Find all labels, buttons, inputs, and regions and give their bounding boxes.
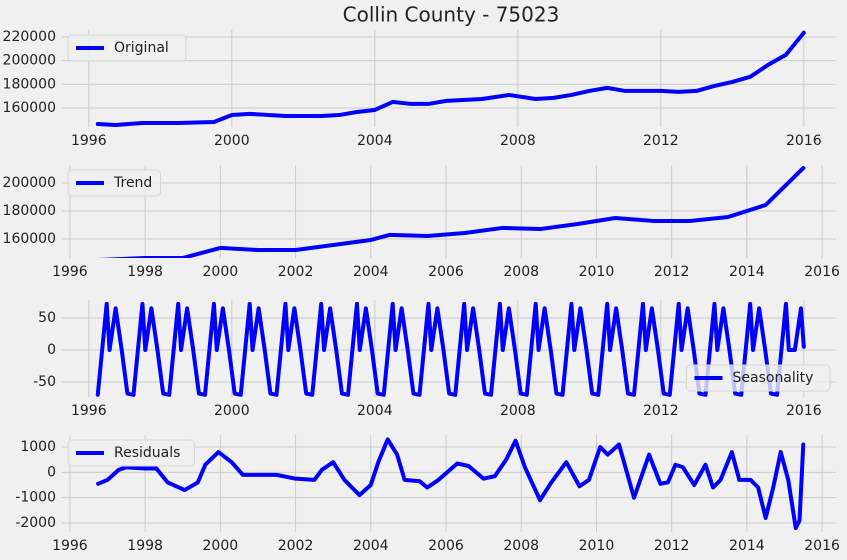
subplot: 160000 180000 200000 1996 1998 2000 2002 2004 20… [3, 165, 840, 280]
legend: Trend [67, 169, 161, 197]
x-tick-label: 1996 [71, 133, 107, 149]
plot-area [96, 437, 806, 531]
plot-area [95, 301, 806, 397]
subplot: 160000 180000 200000 220000 1996 2000 2004 2008… [3, 29, 836, 149]
y-tick-label: 220000 [3, 29, 56, 45]
chart-title: Collin County - 75023 [343, 3, 560, 27]
x-tick-label: 1998 [127, 264, 163, 280]
x-tick-label: 2004 [353, 538, 389, 554]
x-tick-label: 2010 [579, 264, 615, 280]
legend-label: Residuals [114, 445, 180, 461]
x-tick-label: 2006 [428, 538, 464, 554]
x-tick-label: 2008 [500, 133, 536, 149]
y-tick-label: 180000 [3, 76, 56, 92]
x-tick-label: 1996 [52, 538, 88, 554]
legend-box [67, 169, 161, 197]
x-tick-label: 2008 [500, 403, 536, 419]
y-tick-label: 200000 [3, 53, 56, 69]
x-tick-label: 2016 [804, 264, 840, 280]
x-tick-label: 2002 [278, 538, 314, 554]
x-tick-label: 2016 [786, 133, 822, 149]
x-tick-label: 2004 [357, 133, 393, 149]
y-tick-label: 160000 [3, 100, 56, 116]
x-tick-label: 2000 [214, 133, 250, 149]
plot-area [95, 30, 806, 127]
x-tick-label: 2012 [643, 133, 679, 149]
legend-label: Original [114, 40, 169, 56]
subplot: -2000 -1000 0 1000 1996 1998 2000 2002 2004 2006 2… [15, 435, 840, 554]
series-line [95, 30, 806, 127]
x-tick-label: 2014 [729, 264, 765, 280]
legend-box [67, 439, 195, 467]
x-tick-label: 2004 [353, 264, 389, 280]
y-tick-label: -2000 [15, 515, 56, 531]
x-tick-label: 2004 [357, 403, 393, 419]
legend-label: Trend [113, 175, 152, 191]
x-tick-label: 2012 [643, 403, 679, 419]
x-tick-label: 2010 [579, 538, 615, 554]
y-tick-label: 200000 [3, 175, 56, 191]
series-line [96, 437, 806, 531]
y-tick-label: 1000 [20, 439, 56, 455]
y-tick-label: 0 [47, 342, 56, 358]
x-tick-label: 1996 [52, 264, 88, 280]
series-line [95, 301, 806, 397]
y-tick-label: -1000 [15, 490, 56, 506]
x-tick-label: 2000 [203, 264, 239, 280]
legend-box [67, 34, 187, 62]
legend: Seasonality [686, 364, 831, 392]
x-tick-label: 2012 [654, 264, 690, 280]
x-tick-label: 2002 [278, 264, 314, 280]
y-tick-label: -50 [33, 374, 56, 390]
legend: Residuals [67, 439, 195, 467]
y-tick-label: 180000 [3, 203, 56, 219]
legend-label: Seasonality [733, 370, 814, 386]
x-tick-label: 2006 [428, 264, 464, 280]
x-tick-label: 2016 [786, 403, 822, 419]
x-tick-label: 2000 [214, 403, 250, 419]
plot-area [97, 166, 806, 258]
y-tick-label: 50 [38, 310, 56, 326]
x-tick-label: 2000 [203, 538, 239, 554]
x-tick-label: 2008 [503, 538, 539, 554]
y-tick-label: 0 [47, 464, 56, 480]
x-tick-label: 2016 [804, 538, 840, 554]
x-tick-label: 1996 [71, 403, 107, 419]
legend-box [686, 364, 831, 392]
x-tick-label: 1998 [127, 538, 163, 554]
series-line [97, 166, 806, 258]
subplot: -50 0 50 1996 2000 2004 2008 2012 2016 Seasonalit… [33, 300, 836, 419]
x-tick-label: 2012 [654, 538, 690, 554]
y-tick-label: 160000 [3, 231, 56, 247]
x-tick-label: 2008 [503, 264, 539, 280]
legend: Original [67, 34, 187, 62]
x-tick-label: 2014 [729, 538, 765, 554]
